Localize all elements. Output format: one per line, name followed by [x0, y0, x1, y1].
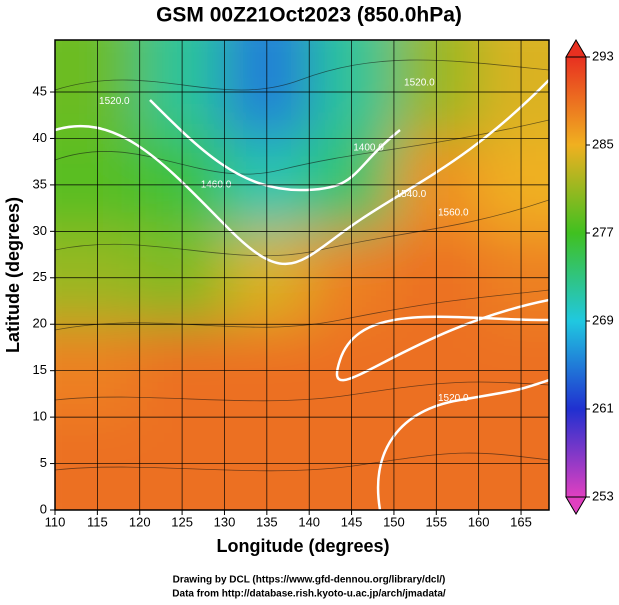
y-tick-label: 20 — [33, 316, 47, 331]
grid — [54, 40, 549, 511]
colorbar-tick-label: 277 — [592, 224, 614, 239]
x-tick-label: 110 — [45, 514, 66, 529]
credit: Drawing by DCL (https://www.gfd-dennou.o… — [173, 575, 446, 586]
contour-label: 1520.0 — [404, 77, 435, 88]
colorbar-tick-label: 285 — [592, 136, 614, 151]
field-cell — [55, 417, 140, 510]
field-cell — [478, 40, 549, 139]
x-tick-label: 135 — [256, 514, 278, 529]
x-tick-label: 165 — [510, 514, 532, 529]
colorbar-min-arrow — [565, 496, 587, 515]
x-tick-label: 150 — [383, 514, 405, 529]
colorbar-tick-label: 261 — [592, 400, 614, 415]
y-axis-label: Latitude (degrees) — [3, 197, 23, 353]
chart-title: GSM 00Z21Oct2023 (850.0hPa) — [156, 4, 462, 27]
y-tick-label: 10 — [33, 409, 47, 424]
x-tick-label: 145 — [341, 514, 363, 529]
credit: Data from http://database.rish.kyoto-u.a… — [172, 589, 446, 600]
contours — [55, 79, 549, 510]
field-cell — [55, 40, 140, 139]
contour-label: 1400.0 — [353, 142, 384, 153]
colorbar — [565, 56, 587, 498]
contour-label: 1520.0 — [438, 393, 469, 404]
y-tick-label: 5 — [40, 455, 47, 470]
x-tick-label: 155 — [425, 514, 447, 529]
contour-label: 1540.0 — [396, 189, 427, 200]
x-tick-label: 130 — [214, 514, 236, 529]
y-tick-label: 40 — [33, 130, 47, 145]
x-tick-label: 125 — [171, 514, 193, 529]
x-tick-label: 120 — [129, 514, 151, 529]
x-tick-label: 160 — [468, 514, 490, 529]
y-tick-label: 0 — [40, 501, 47, 516]
colorbar-tick-label: 253 — [592, 488, 614, 503]
y-tick-label: 45 — [33, 83, 47, 98]
colorbar-tick-label: 269 — [592, 312, 614, 327]
contour-label: 1560.0 — [438, 207, 469, 218]
colorbar-tick-label: 293 — [592, 48, 614, 63]
contour-label: 1520.0 — [99, 96, 130, 107]
y-tick-label: 30 — [33, 223, 47, 238]
streamlines — [55, 59, 549, 472]
y-tick-label: 25 — [33, 269, 47, 284]
y-tick-label: 15 — [33, 362, 47, 377]
x-tick-label: 115 — [87, 514, 108, 529]
x-axis-label: Longitude (degrees) — [216, 536, 389, 556]
y-tick-label: 35 — [33, 176, 47, 191]
x-tick-label: 140 — [298, 514, 320, 529]
colorbar-max-arrow — [565, 39, 587, 58]
